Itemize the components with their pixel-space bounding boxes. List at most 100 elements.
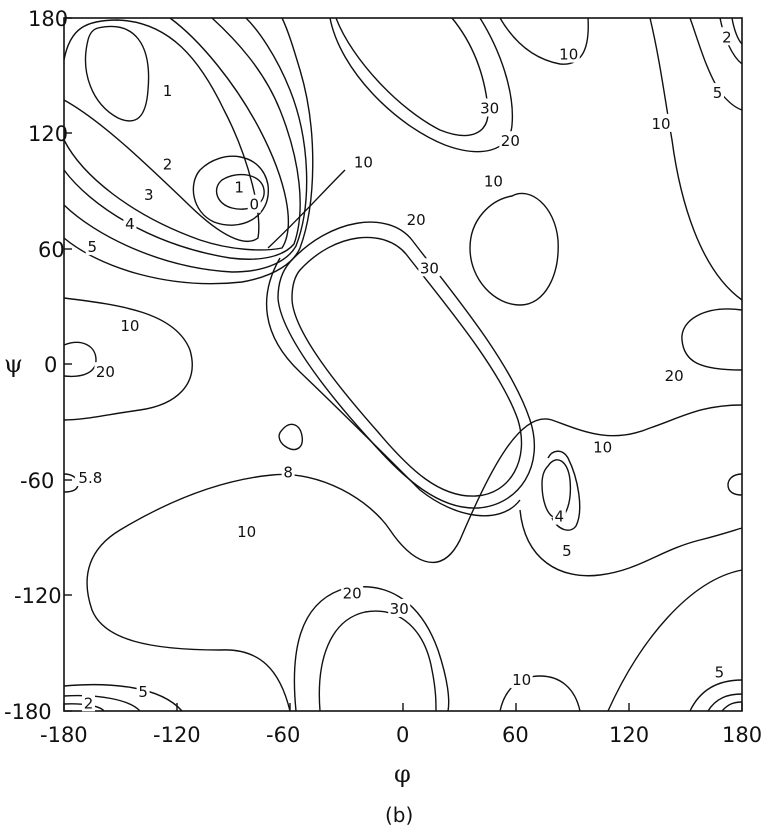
contour-line xyxy=(293,586,450,712)
contour-label-bg xyxy=(557,44,580,63)
contour-line xyxy=(267,169,346,249)
contour-line xyxy=(499,675,581,712)
contour-line xyxy=(63,684,183,712)
contour-line xyxy=(649,17,743,301)
contour-label: 5 xyxy=(713,84,723,102)
contour-label: 10 xyxy=(354,153,373,171)
contour-label: 5 xyxy=(715,664,725,682)
contour-line xyxy=(265,257,521,517)
y-tick-label: -60 xyxy=(20,469,54,493)
x-tick-label: 120 xyxy=(609,723,649,747)
y-tick-label: 0 xyxy=(44,353,57,377)
contour-line xyxy=(547,450,581,531)
contour-line xyxy=(719,17,743,65)
contour-label-bg xyxy=(136,681,150,700)
contour-line xyxy=(278,423,303,451)
contour-label-bg xyxy=(712,662,726,681)
contour-label: 20 xyxy=(96,363,115,381)
x-tick-label: 60 xyxy=(502,723,529,747)
contour-line xyxy=(519,509,743,577)
contour-line xyxy=(291,236,523,497)
x-tick-labels: -180 -120 -60 0 60 120 180 xyxy=(40,723,762,747)
figure-caption: (b) xyxy=(385,803,413,827)
contour-line xyxy=(63,694,141,712)
contour-line xyxy=(335,17,489,137)
x-tick-label: -180 xyxy=(40,723,88,747)
contour-label: 2 xyxy=(163,155,173,173)
contour-label: 3 xyxy=(144,186,154,204)
y-tick-label: -180 xyxy=(4,700,52,724)
contour-line xyxy=(707,693,743,712)
contour-line xyxy=(192,155,269,226)
contour-label: 20 xyxy=(343,585,362,603)
y-axis-label: ψ xyxy=(4,350,23,378)
contour-label-bg xyxy=(711,83,725,102)
contour-label-bg xyxy=(352,152,375,171)
contour-label: 5.8 xyxy=(78,469,102,487)
contour-label: 10 xyxy=(237,523,256,541)
contour-label-bg xyxy=(591,437,614,456)
contour-label: 2 xyxy=(722,28,732,46)
contour-label-bg xyxy=(405,210,428,229)
axis-ticks xyxy=(63,17,743,712)
contour-label-bg xyxy=(247,194,261,213)
x-axis-label: φ xyxy=(394,760,411,788)
contour-label: 1 xyxy=(234,178,244,196)
contour-label: 5 xyxy=(562,542,572,560)
contour-line xyxy=(86,404,743,712)
x-tick-label: -60 xyxy=(266,723,300,747)
contour-label-bg xyxy=(499,131,522,150)
contour-label: 2 xyxy=(84,694,94,712)
contour-label: 10 xyxy=(512,671,531,689)
contour-label: 10 xyxy=(593,438,612,456)
contour-label-bg xyxy=(232,177,246,196)
contour-line xyxy=(469,192,559,306)
contour-line xyxy=(329,17,514,153)
contour-line xyxy=(63,17,308,273)
contour-label-bg xyxy=(663,366,686,385)
contour-label: 5 xyxy=(138,683,148,701)
x-tick-label: 180 xyxy=(722,723,762,747)
contour-line xyxy=(727,473,743,496)
contour-label: 30 xyxy=(390,600,409,618)
contour-line xyxy=(84,25,150,122)
contour-label: 20 xyxy=(407,211,426,229)
contour-label-bg xyxy=(142,185,156,204)
contour-line xyxy=(681,308,743,371)
contour-label-bg xyxy=(482,171,505,190)
contour-label: 4 xyxy=(555,508,565,526)
contour-line xyxy=(63,17,289,251)
contour-line xyxy=(318,610,437,712)
y-tick-labels: 180 120 60 0 -60 -120 -180 xyxy=(4,7,68,724)
y-tick-label: 180 xyxy=(28,7,68,31)
contour-line xyxy=(607,569,743,712)
x-tick-label: -120 xyxy=(153,723,201,747)
contour-label-bg xyxy=(74,468,106,487)
x-tick-label: 0 xyxy=(396,723,409,747)
contour-label-bg xyxy=(123,213,137,232)
contour-label: 5 xyxy=(87,238,97,256)
contour-label-bg xyxy=(560,541,574,560)
contour-label-bg xyxy=(161,81,175,100)
contour-label-bg xyxy=(235,521,258,540)
contour-label-bg xyxy=(388,598,411,617)
contour-line xyxy=(63,341,97,378)
contour-label: 10 xyxy=(484,173,503,191)
contour-line xyxy=(731,17,743,45)
contour-label: 30 xyxy=(480,99,499,117)
contour-label: 10 xyxy=(120,317,139,335)
contour-line xyxy=(63,17,314,285)
contour-label: 10 xyxy=(559,46,578,64)
contour-label-bg xyxy=(118,316,141,334)
contour-label-bg xyxy=(341,583,364,602)
contour-label: 10 xyxy=(651,115,670,133)
contour-line xyxy=(277,221,535,509)
contour-label-bg xyxy=(720,27,734,46)
contour-label: 0 xyxy=(249,196,259,214)
y-tick-label: 120 xyxy=(28,122,68,146)
contour-label: 30 xyxy=(420,259,439,277)
contour-label-bg xyxy=(510,670,533,689)
contour-label: 1 xyxy=(163,82,173,100)
